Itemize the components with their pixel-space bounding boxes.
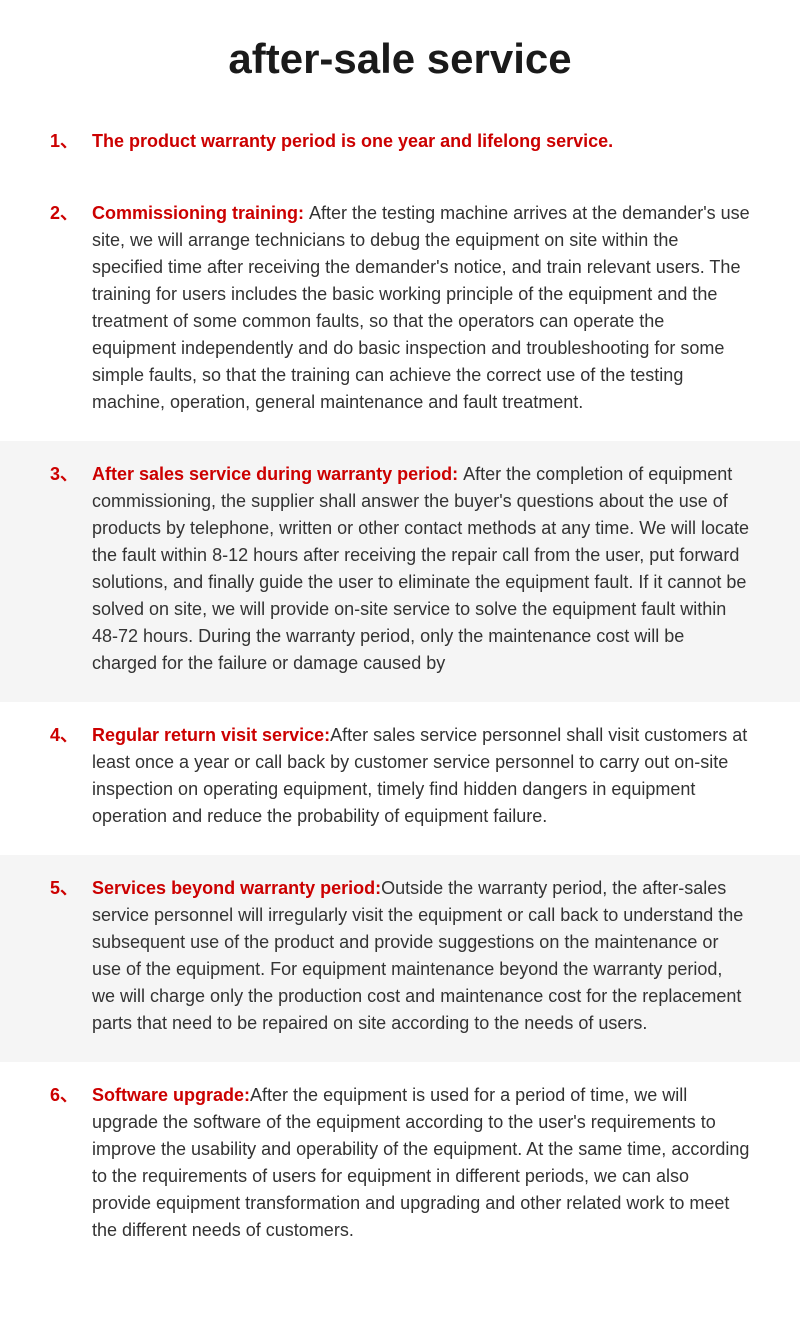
item-number-5: 5、	[50, 875, 92, 902]
item-heading-1: The product warranty period is one year …	[92, 131, 613, 151]
section-item-4: 4、 Regular return visit service:After sa…	[0, 702, 800, 855]
item-heading-6: Software upgrade:	[92, 1085, 250, 1105]
item-wrapper: 6、 Software upgrade:After the equipment …	[50, 1082, 750, 1244]
page-title: after-sale service	[0, 0, 800, 108]
item-number-3: 3、	[50, 461, 92, 488]
item-wrapper: 3、 After sales service during warranty p…	[50, 461, 750, 677]
item-content-1: The product warranty period is one year …	[92, 128, 750, 155]
item-number-4: 4、	[50, 722, 92, 749]
item-body-5: Outside the warranty period, the after-s…	[92, 878, 743, 1033]
section-item-6: 6、 Software upgrade:After the equipment …	[0, 1062, 800, 1269]
item-wrapper: 1、 The product warranty period is one ye…	[50, 128, 750, 155]
item-wrapper: 2、 Commissioning training: After the tes…	[50, 200, 750, 416]
section-item-2: 2、 Commissioning training: After the tes…	[0, 180, 800, 441]
item-content-6: Software upgrade:After the equipment is …	[92, 1082, 750, 1244]
item-heading-5: Services beyond warranty period:	[92, 878, 381, 898]
section-item-5: 5、 Services beyond warranty period:Outsi…	[0, 855, 800, 1062]
item-body-3: After the completion of equipment commis…	[92, 464, 749, 673]
item-content-3: After sales service during warranty peri…	[92, 461, 750, 677]
item-wrapper: 4、 Regular return visit service:After sa…	[50, 722, 750, 830]
item-body-6: After the equipment is used for a period…	[92, 1085, 749, 1240]
item-body-2: After the testing machine arrives at the…	[92, 203, 750, 412]
item-number-2: 2、	[50, 200, 92, 227]
item-content-5: Services beyond warranty period:Outside …	[92, 875, 750, 1037]
section-item-1: 1、 The product warranty period is one ye…	[0, 108, 800, 180]
item-content-4: Regular return visit service:After sales…	[92, 722, 750, 830]
item-number-6: 6、	[50, 1082, 92, 1109]
item-heading-2: Commissioning training:	[92, 203, 309, 223]
item-content-2: Commissioning training: After the testin…	[92, 200, 750, 416]
section-item-3: 3、 After sales service during warranty p…	[0, 441, 800, 702]
item-number-1: 1、	[50, 128, 92, 155]
item-wrapper: 5、 Services beyond warranty period:Outsi…	[50, 875, 750, 1037]
item-heading-4: Regular return visit service:	[92, 725, 330, 745]
item-heading-3: After sales service during warranty peri…	[92, 464, 463, 484]
